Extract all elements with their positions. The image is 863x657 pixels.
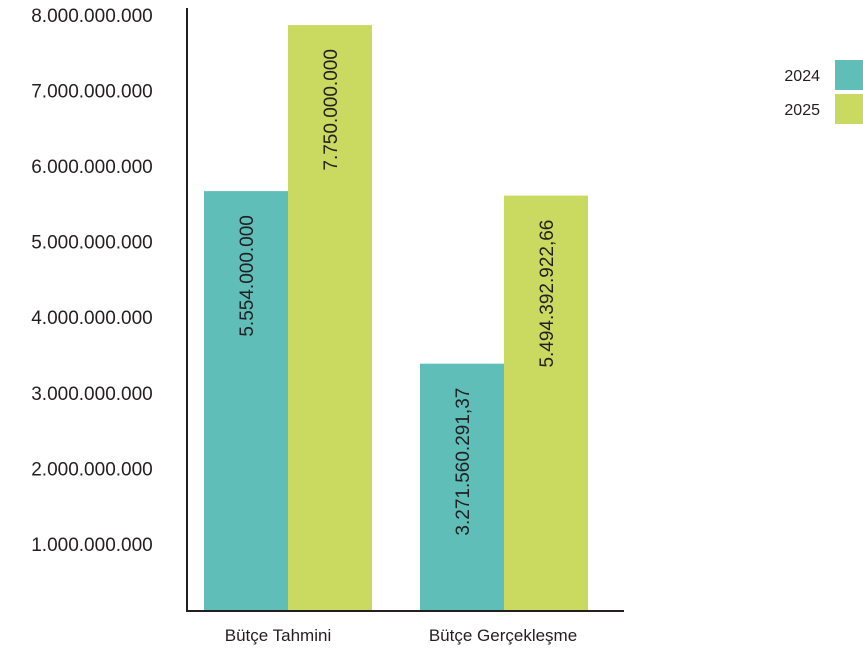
legend: 2024 2025: [784, 60, 863, 124]
legend-swatch-2024: [835, 60, 863, 90]
bar-2025-gerceklesme: [504, 195, 588, 611]
y-tick-label: 6.000.000.000: [31, 157, 153, 178]
bar-value-label: 5.494.392.922,66: [537, 220, 558, 368]
bar-value-label: 7.750.000.000: [321, 49, 342, 171]
bar-labels: 5.554.000.000 7.750.000.000 3.271.560.291,…: [237, 49, 558, 535]
x-tick-label: Bütçe Gerçekleşme: [429, 626, 577, 645]
y-tick-label: 2.000.000.000: [31, 459, 153, 480]
x-axis-ticks: Bütçe Tahmini Bütçe Gerçekleşme: [225, 626, 577, 645]
x-tick-label: Bütçe Tahmini: [225, 626, 331, 645]
legend-label: 2024: [784, 68, 820, 85]
bar-2024-tahmini: [204, 191, 288, 611]
bars: [204, 25, 588, 612]
legend-label: 2025: [784, 102, 820, 119]
bar-2024-gerceklesme: [420, 363, 504, 611]
legend-swatch-2025: [835, 94, 863, 124]
y-tick-label: 4.000.000.000: [31, 308, 153, 329]
y-tick-label: 1.000.000.000: [31, 535, 153, 556]
bar-value-label: 3.271.560.291,37: [453, 388, 474, 536]
y-tick-label: 7.000.000.000: [31, 81, 153, 102]
y-tick-label: 8.000.000.000: [31, 6, 153, 27]
bar-2025-tahmini: [288, 25, 372, 612]
y-tick-label: 3.000.000.000: [31, 384, 153, 405]
bar-value-label: 5.554.000.000: [237, 215, 258, 337]
y-axis-ticks: 1.000.000.000 2.000.000.000 3.000.000.000 4…: [31, 6, 153, 556]
y-tick-label: 5.000.000.000: [31, 233, 153, 254]
